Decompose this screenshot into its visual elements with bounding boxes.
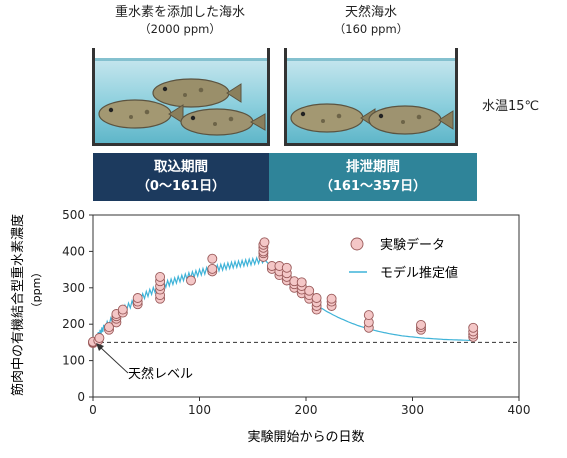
data-point — [132, 293, 143, 303]
chart-legend: 実験データ モデル推定値 — [349, 237, 458, 281]
x-tick-label: 300 — [401, 403, 424, 417]
tank-1-concentration: （2000 ppm） — [139, 22, 221, 36]
x-tick-label: 0 — [89, 403, 97, 417]
x-axis-label: 実験開始からの日数 — [247, 429, 364, 445]
flounder-icon — [180, 108, 266, 136]
data-point — [207, 263, 218, 274]
data-point — [363, 310, 374, 321]
x-tick-label: 100 — [188, 403, 211, 417]
flounder-icon — [98, 99, 184, 129]
legend-model-label: モデル推定値 — [380, 265, 458, 281]
y-axis-label: 筋肉中の有機結合型重水素濃度 — [10, 214, 26, 396]
data-point — [186, 275, 196, 286]
y-tick-label: 400 — [62, 244, 85, 258]
uptake-period-range: （0～161日） — [136, 179, 226, 194]
data-point — [416, 319, 426, 330]
tank-2-concentration: （160 ppm） — [333, 22, 409, 36]
y-tick-label: 500 — [62, 208, 85, 222]
annotation-arrowhead — [96, 343, 104, 351]
annotation-arrow — [99, 346, 129, 374]
flounder-icon — [368, 105, 454, 135]
natural-level-annotation: 天然レベル — [96, 343, 193, 382]
x-tick-label: 400 — [508, 403, 531, 417]
flounder-icon — [152, 78, 242, 108]
legend-data-marker — [350, 237, 364, 251]
tank-heavy-water — [92, 48, 270, 146]
data-point — [259, 237, 270, 248]
tank-1-fish — [98, 78, 266, 136]
excretion-period-name: 排泄期間 — [346, 159, 400, 175]
tank-1-title: 重水素を添加した海水 — [114, 5, 245, 20]
tank-2-fish — [290, 103, 454, 135]
excretion-period-range: （161～357日） — [319, 179, 427, 194]
data-point — [304, 285, 315, 296]
natural-level-label: 天然レベル — [128, 366, 193, 382]
y-tick-label: 200 — [62, 317, 85, 331]
tank-1-label: 重水素を添加した海水 （2000 ppm） — [90, 4, 270, 38]
y-tick-label: 300 — [62, 281, 85, 295]
data-point — [296, 277, 307, 288]
data-point — [281, 262, 292, 273]
x-tick-label: 200 — [295, 403, 318, 417]
data-point — [468, 322, 479, 333]
tank-2-label: 天然海水 （160 ppm） — [286, 4, 456, 38]
y-axis-unit: （ppm） — [30, 267, 43, 314]
uptake-period-bar: 取込期間 （0～161日） — [93, 153, 269, 201]
y-tick-label: 0 — [77, 390, 85, 404]
water-temperature: 水温15℃ — [482, 99, 540, 114]
data-series — [88, 237, 479, 349]
excretion-period-bar: 排泄期間 （161～357日） — [269, 153, 477, 201]
legend-data-label: 実験データ — [380, 237, 445, 253]
uptake-period-name: 取込期間 — [154, 159, 208, 175]
y-tick-label: 100 — [62, 354, 85, 368]
data-point — [207, 253, 218, 264]
chart-axes: 0 100 200 300 400 0 100 200 300 400 500 — [62, 208, 530, 417]
data-point — [311, 293, 322, 303]
data-point — [326, 293, 337, 304]
data-point — [104, 322, 114, 333]
data-point — [94, 333, 105, 343]
tank-natural-water — [284, 48, 458, 146]
data-point — [155, 271, 166, 282]
tank-2-title: 天然海水 — [344, 5, 397, 20]
data-point — [117, 304, 128, 315]
